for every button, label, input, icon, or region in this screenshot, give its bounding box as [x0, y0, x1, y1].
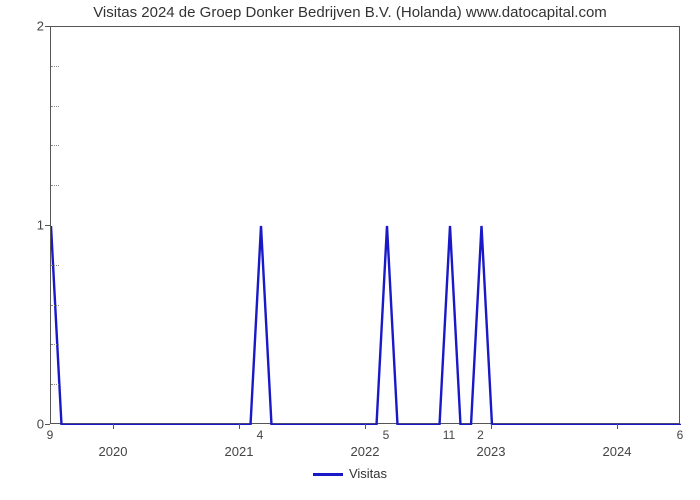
plot-area — [50, 26, 680, 424]
line-series — [51, 27, 681, 425]
x-value-label: 5 — [383, 428, 390, 442]
y-minor-tick — [51, 145, 59, 146]
y-minor-tick — [51, 106, 59, 107]
x-year-label: 2023 — [477, 444, 506, 459]
chart-title: Visitas 2024 de Groep Donker Bedrijven B… — [0, 4, 700, 21]
x-value-label: 9 — [47, 428, 54, 442]
y-tick-mark — [45, 225, 50, 226]
y-minor-tick — [51, 305, 59, 306]
y-tick-label: 1 — [14, 218, 44, 233]
legend: Visitas — [0, 466, 700, 481]
y-tick-mark — [45, 26, 50, 27]
visitas-line — [51, 226, 681, 425]
x-value-label: 4 — [257, 428, 264, 442]
x-value-label: 11 — [443, 428, 455, 442]
x-year-label: 2024 — [603, 444, 632, 459]
x-tick-mark — [365, 424, 366, 429]
x-year-label: 2021 — [225, 444, 254, 459]
y-minor-tick — [51, 185, 59, 186]
y-tick-mark — [45, 424, 50, 425]
x-tick-mark — [239, 424, 240, 429]
x-tick-mark — [491, 424, 492, 429]
x-tick-mark — [617, 424, 618, 429]
x-tick-mark — [113, 424, 114, 429]
y-minor-tick — [51, 66, 59, 67]
y-minor-tick — [51, 384, 59, 385]
legend-label: Visitas — [349, 466, 387, 481]
y-tick-label: 0 — [14, 417, 44, 432]
x-year-label: 2020 — [99, 444, 128, 459]
chart-container: Visitas 2024 de Groep Donker Bedrijven B… — [0, 0, 700, 500]
y-minor-tick — [51, 265, 59, 266]
x-value-label: 6 — [677, 428, 684, 442]
y-tick-label: 2 — [14, 19, 44, 34]
legend-swatch — [313, 473, 343, 476]
x-value-label: 2 — [477, 428, 484, 442]
x-year-label: 2022 — [351, 444, 380, 459]
y-minor-tick — [51, 344, 59, 345]
